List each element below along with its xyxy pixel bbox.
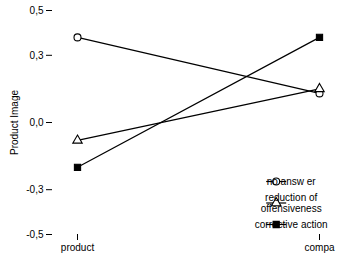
svg-text:0,0: 0,0 — [30, 117, 44, 128]
svg-text:-0,5: -0,5 — [26, 229, 44, 240]
svg-text:product: product — [61, 242, 95, 253]
svg-text:corrective action: corrective action — [255, 219, 328, 230]
svg-text:reduction ofoffensiveness: reduction ofoffensiveness — [261, 192, 322, 214]
svg-text:compa: compa — [304, 242, 334, 253]
svg-text:-0,3: -0,3 — [26, 184, 44, 195]
svg-text:Product Image: Product Image — [9, 90, 20, 155]
svg-text:0,3: 0,3 — [30, 50, 44, 61]
svg-text:no answ er: no answ er — [267, 176, 317, 187]
svg-text:0,5: 0,5 — [30, 5, 44, 16]
